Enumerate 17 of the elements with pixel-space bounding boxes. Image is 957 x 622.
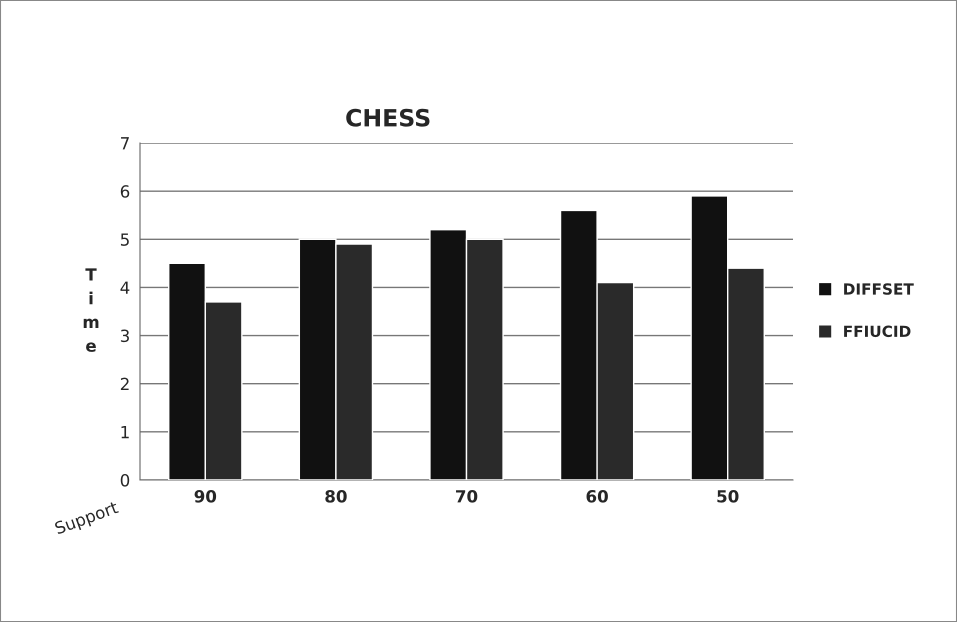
legend-label: DIFFSET [844,283,914,295]
y-tick-label: 6 [120,185,130,198]
legend-label: FFIUCID [844,326,910,338]
x-tick-label: 70 [456,490,478,503]
x-tick-label: 90 [194,490,216,503]
x-tick-label: 60 [586,490,608,503]
y-axis-title: Time [84,268,98,352]
y-tick-label: 7 [121,137,129,150]
x-tick-label: 50 [717,490,738,503]
y-tick-label: 4 [120,282,130,294]
y-tick-label: 3 [120,330,129,342]
x-tick-label: 80 [325,490,347,503]
y-tick-label: 5 [120,233,129,246]
y-tick-label: 0 [120,474,130,487]
y-tick-label: 2 [120,378,129,390]
y-tick-label: 1 [122,426,129,438]
chart-title: CHESS [346,108,430,127]
